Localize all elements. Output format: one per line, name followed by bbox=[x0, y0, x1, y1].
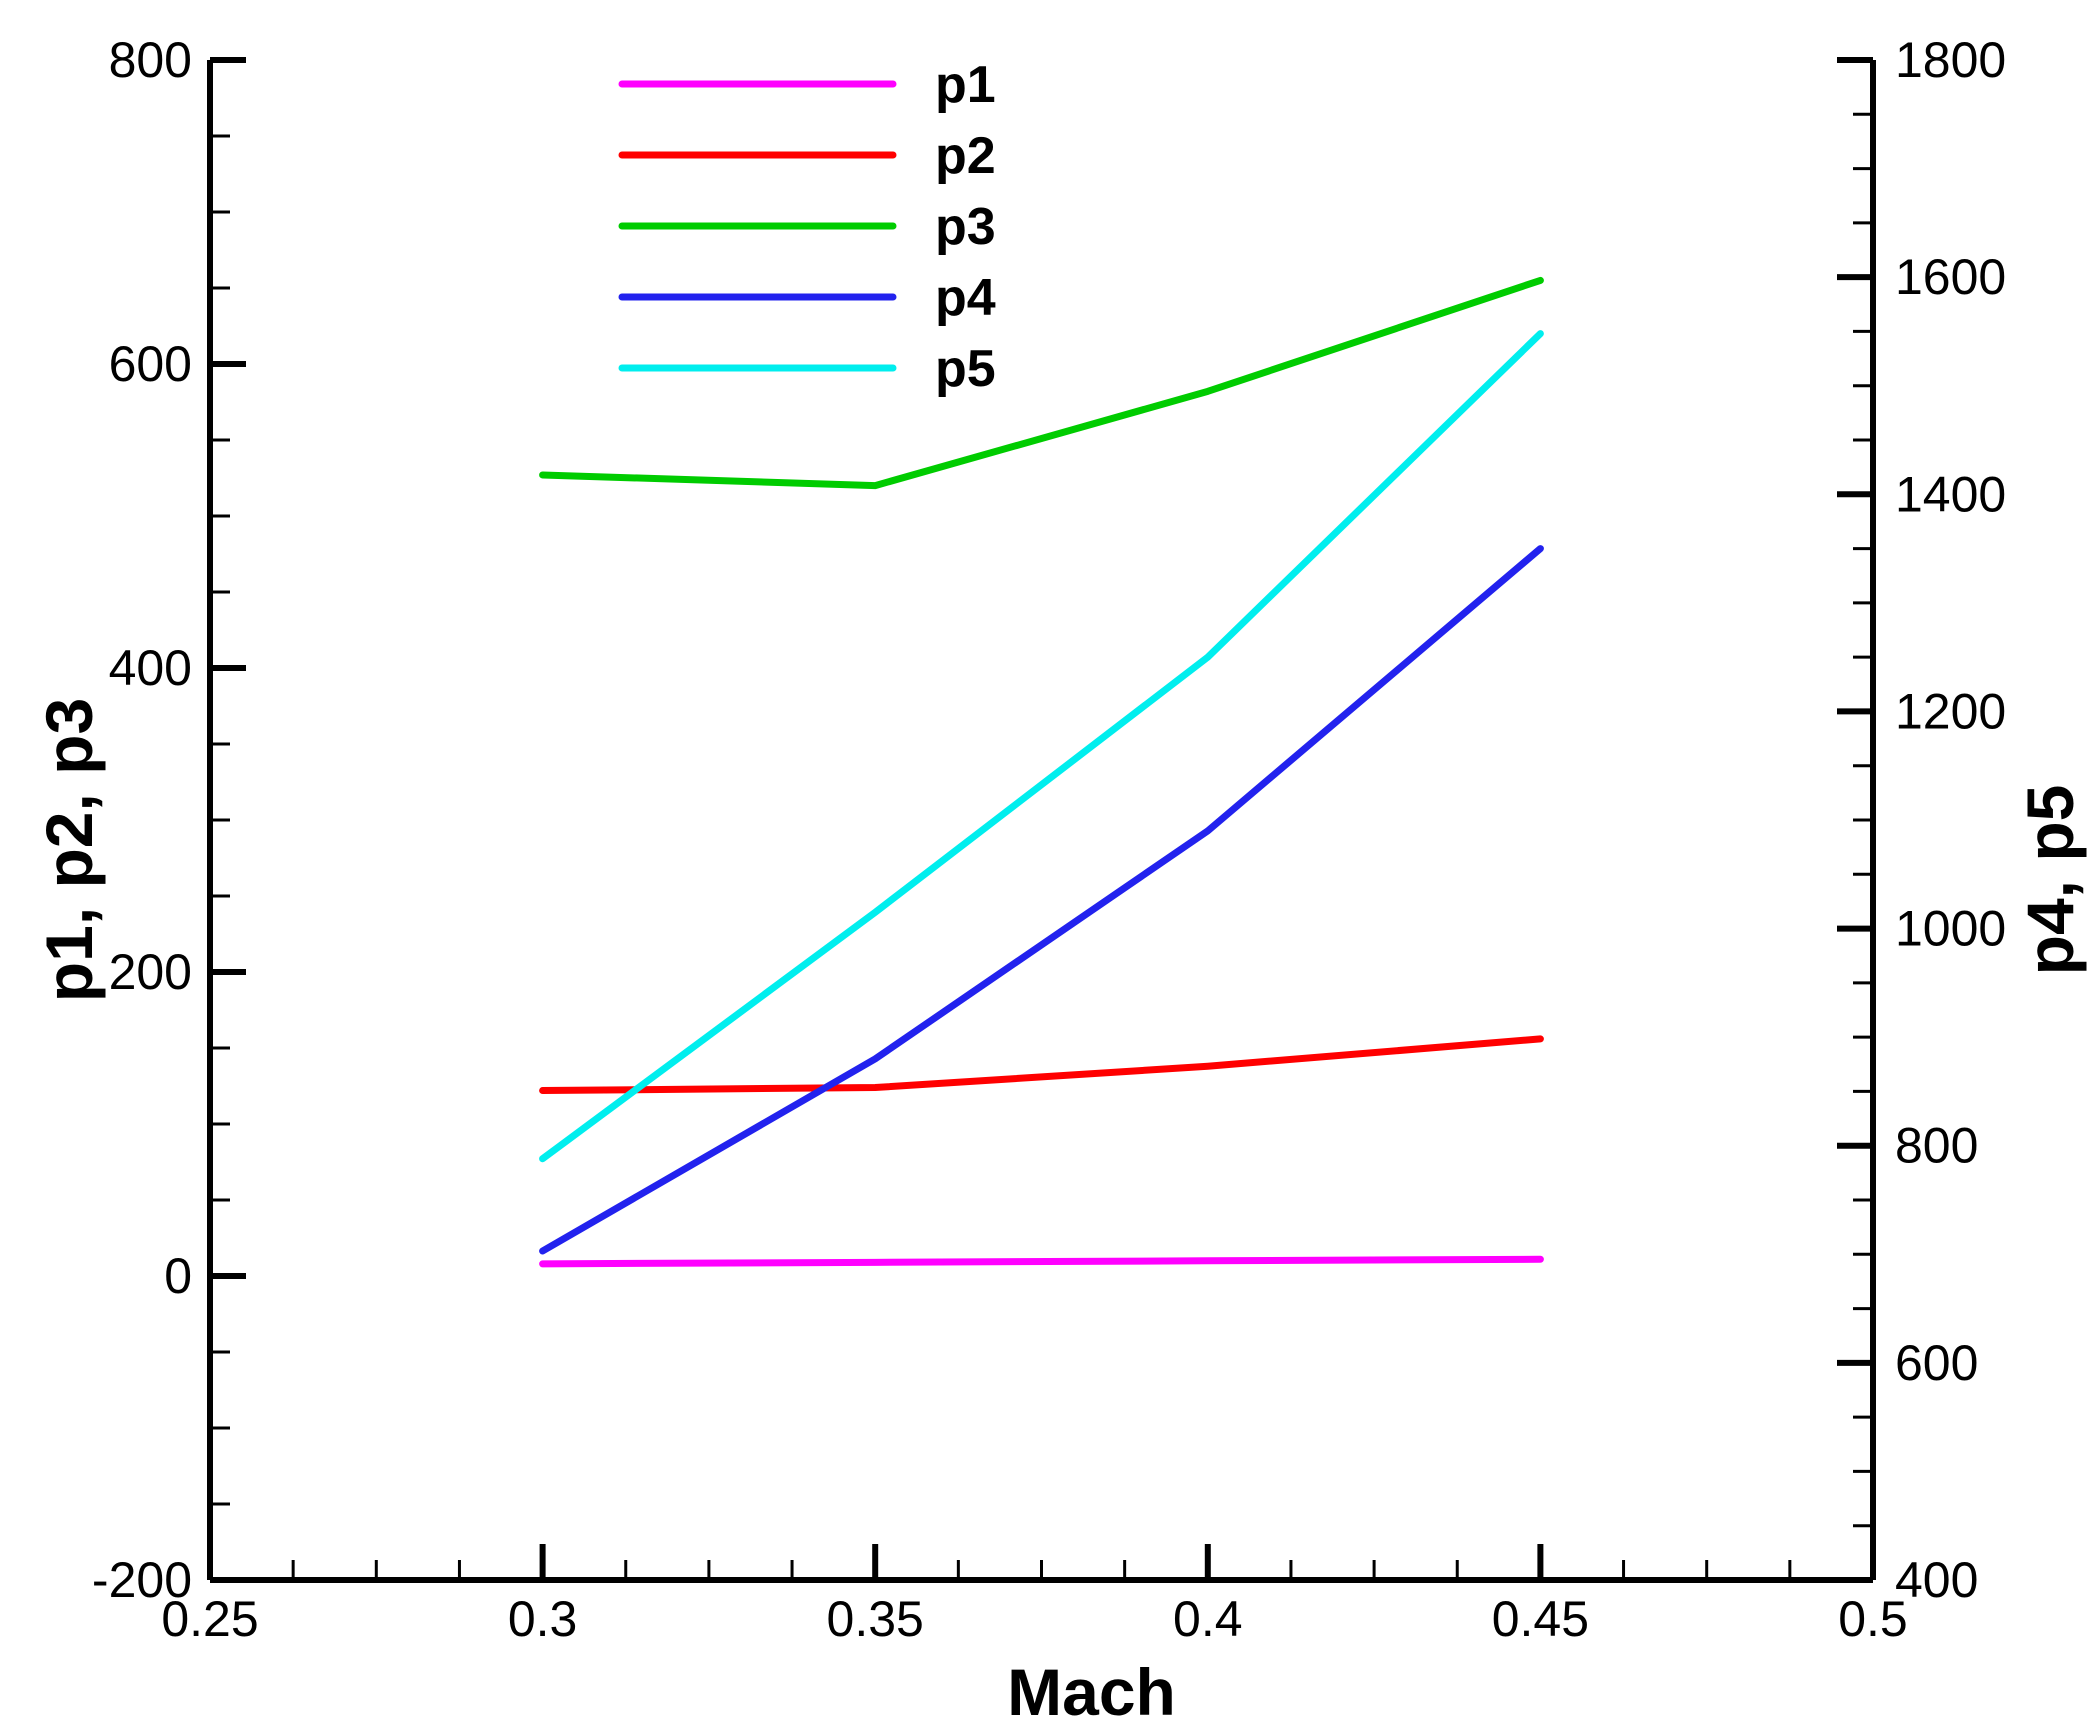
y-axis-left-title: p1, p2, p3 bbox=[32, 698, 106, 1002]
y-left-tick-label: 200 bbox=[109, 944, 192, 1000]
x-tick-label: 0.45 bbox=[1492, 1591, 1589, 1647]
y-right-tick-label: 800 bbox=[1895, 1118, 1978, 1174]
legend-label-p3: p3 bbox=[935, 198, 996, 256]
y-left-tick-label: -200 bbox=[92, 1552, 192, 1608]
legend-label-p1: p1 bbox=[935, 56, 996, 114]
y-left-tick-label: 400 bbox=[109, 640, 192, 696]
y-right-tick-label: 1800 bbox=[1895, 32, 2006, 88]
x-tick-label: 0.25 bbox=[161, 1591, 258, 1647]
x-axis-title: Mach bbox=[1007, 1655, 1176, 1729]
x-tick-label: 0.35 bbox=[827, 1591, 924, 1647]
y-left-tick-label: 600 bbox=[109, 336, 192, 392]
x-tick-label: 0.4 bbox=[1173, 1591, 1243, 1647]
series-layer bbox=[539, 276, 1544, 1268]
series-line-p2 bbox=[539, 1035, 1544, 1095]
x-tick-label: 0.3 bbox=[508, 1591, 578, 1647]
legend-label-p5: p5 bbox=[935, 340, 996, 398]
series-line-p5 bbox=[539, 330, 1544, 1163]
y-right-tick-label: 1400 bbox=[1895, 466, 2006, 522]
y-left-tick-label: 800 bbox=[109, 32, 192, 88]
y-left-tick-label: 0 bbox=[164, 1248, 192, 1304]
legend: p1 p2 p3 p4 p5 bbox=[618, 56, 996, 398]
legend-label-p4: p4 bbox=[935, 269, 996, 327]
y-right-tick-label: 1000 bbox=[1895, 901, 2006, 957]
y-right-tick-label: 600 bbox=[1895, 1335, 1978, 1391]
y-axis-right-title: p4, p5 bbox=[2013, 785, 2087, 976]
legend-label-p2: p2 bbox=[935, 127, 996, 185]
series-line-p1 bbox=[539, 1255, 1544, 1268]
y-right-tick-label: 1600 bbox=[1895, 249, 2006, 305]
series-line-p4 bbox=[539, 545, 1544, 1255]
axes: 0.25 0.3 0.35 0.4 0.45 0.5 -200 0 200 400 600 800 40… bbox=[92, 32, 2006, 1647]
x-tick-label: 0.5 bbox=[1838, 1591, 1908, 1647]
y-right-tick-label: 400 bbox=[1895, 1552, 1978, 1608]
series-line-p3 bbox=[539, 276, 1544, 490]
y-right-tick-label: 1200 bbox=[1895, 683, 2006, 739]
